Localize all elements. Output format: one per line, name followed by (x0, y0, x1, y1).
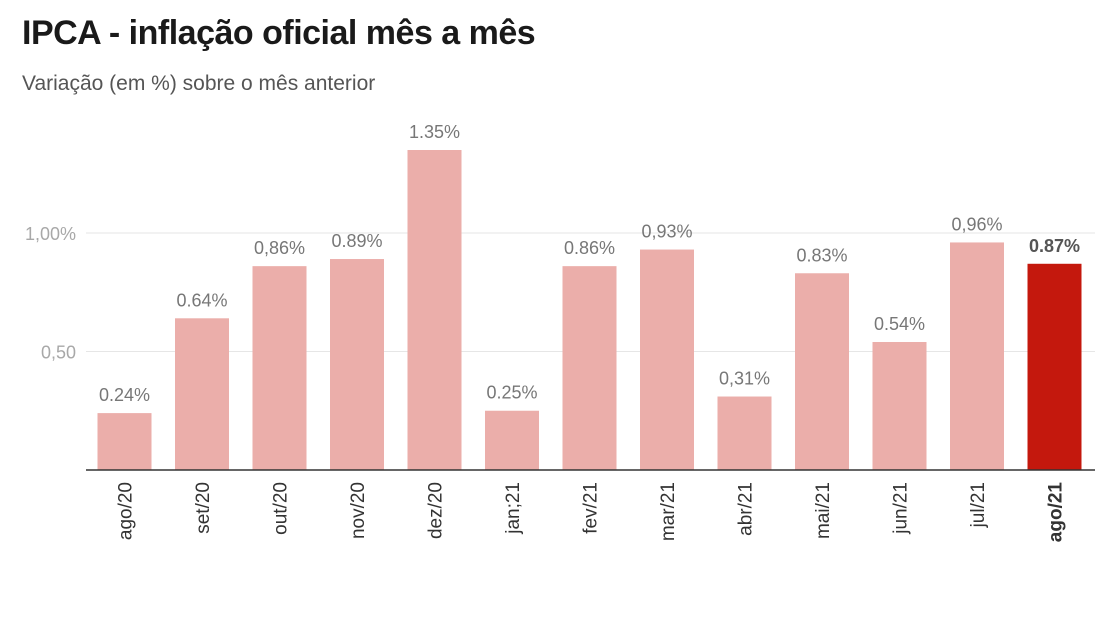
x-tick-label: mar/21 (658, 482, 679, 541)
data-label: 0,96% (951, 214, 1002, 234)
data-label: 0.87% (1029, 236, 1080, 256)
bar (640, 249, 694, 470)
chart-title: IPCA - inflação oficial mês a mês (22, 14, 536, 52)
chart-subtitle: Variação (em %) sobre o mês anterior (22, 72, 376, 95)
y-tick-label: 0,50 (41, 342, 76, 362)
data-label: 0.83% (796, 245, 847, 265)
bar (330, 259, 384, 470)
bar (485, 410, 539, 470)
x-tick-label: jul/21 (968, 482, 989, 528)
bar (795, 273, 849, 470)
data-label: 0.25% (486, 383, 537, 403)
data-label: 0.89% (331, 231, 382, 251)
x-tick-label: ago/21 (1046, 482, 1067, 543)
x-tick-label: fev/21 (581, 482, 602, 534)
bar (950, 242, 1004, 470)
bar (562, 266, 617, 470)
data-label: 0.64% (176, 290, 227, 310)
bar (175, 318, 229, 470)
bar (407, 150, 462, 470)
bar (717, 396, 772, 470)
bar (1027, 263, 1082, 470)
data-label: 0,86% (254, 238, 305, 258)
x-tick-label: nov/20 (348, 482, 369, 539)
x-tick-label: set/20 (193, 482, 214, 534)
bar (97, 413, 152, 470)
x-tick-label: mai/21 (813, 482, 834, 539)
bar (872, 342, 927, 470)
x-tick-label: ago/20 (116, 482, 137, 540)
data-label: 0.24% (99, 385, 150, 405)
bar (252, 266, 307, 470)
x-tick-label: abr/21 (736, 482, 757, 536)
data-label: 0.86% (564, 238, 615, 258)
y-tick-label: 1,00% (25, 224, 76, 244)
x-tick-label: out/20 (271, 482, 292, 535)
x-tick-label: jun/21 (891, 482, 912, 535)
data-label: 0,93% (641, 222, 692, 242)
data-label: 0.54% (874, 314, 925, 334)
x-tick-label: dez/20 (426, 482, 447, 539)
x-tick-label: jan;21 (503, 482, 524, 535)
data-label: 1.35% (409, 122, 460, 142)
data-label: 0,31% (719, 369, 770, 389)
